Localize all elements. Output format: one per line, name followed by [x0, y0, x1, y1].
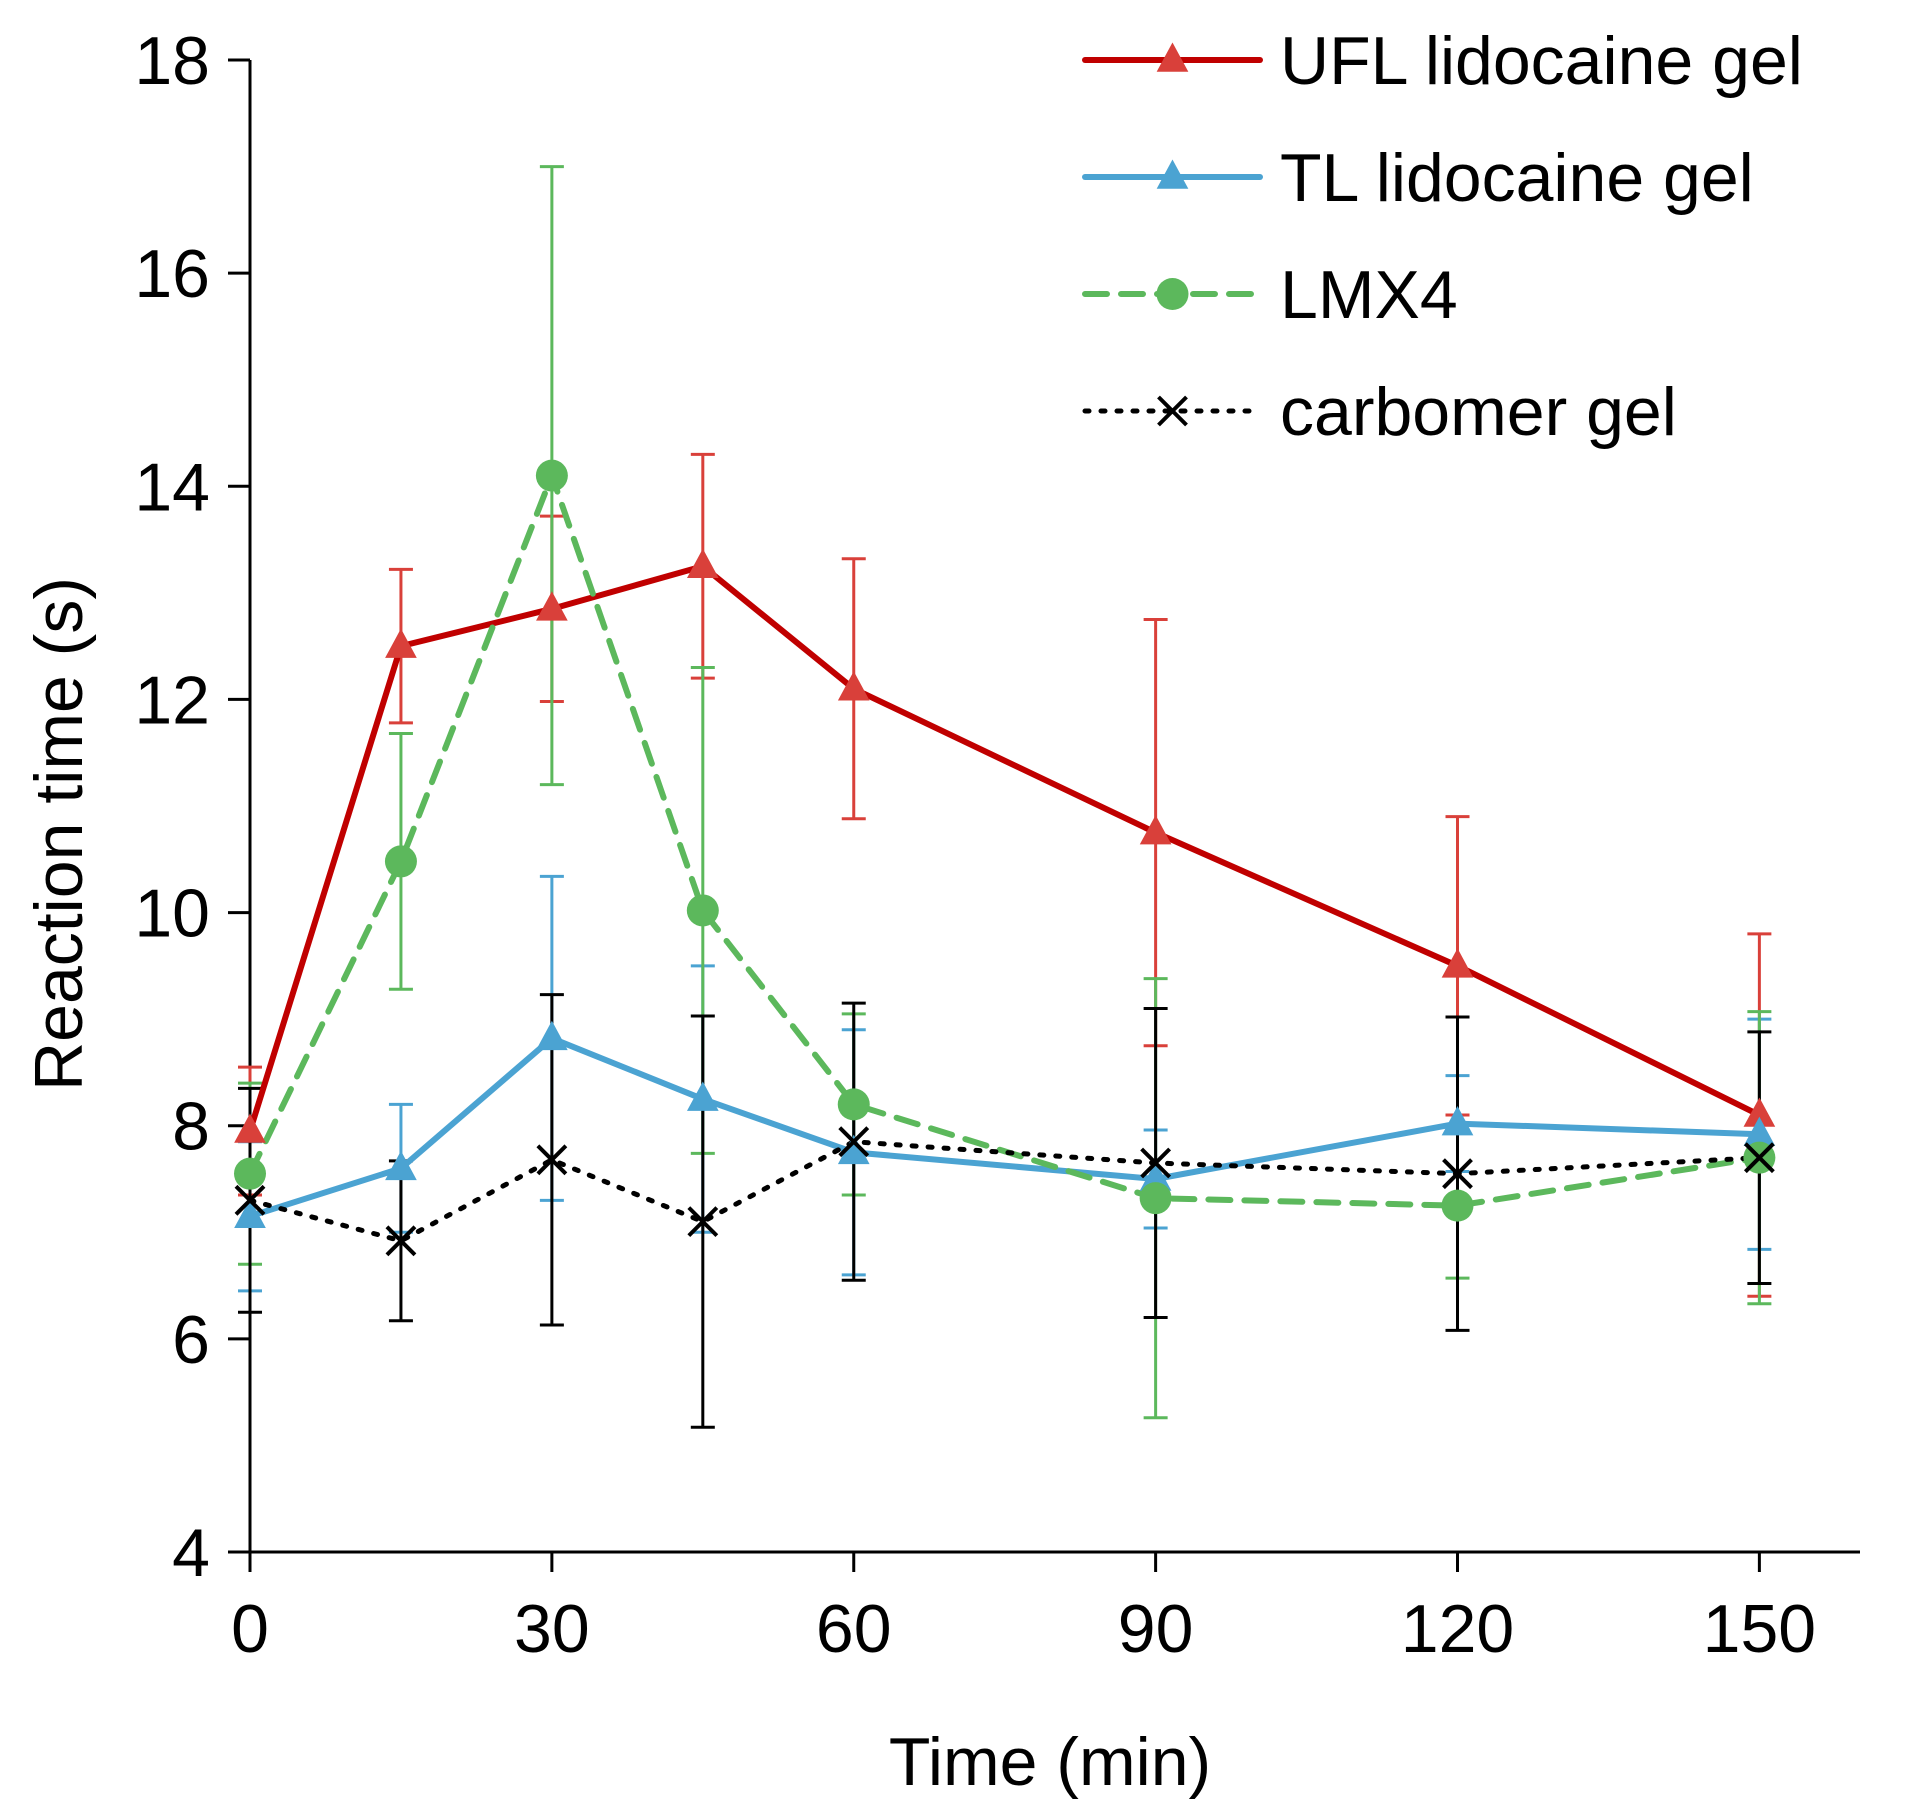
carbomer-gel-point	[385, 1225, 417, 1257]
carbomer-gel-line	[247, 1139, 1762, 1244]
carbomer-gel-point	[1442, 1158, 1473, 1190]
axes: 4 6 8 10 12 14 16 18 0 30 60 90 120 150	[134, 23, 1860, 1667]
legend-item-carbomer-gel: carbomer gel	[1082, 374, 1677, 450]
x-tick-label: 120	[1401, 1591, 1514, 1667]
legend-item-lmx4: LMX4	[1082, 257, 1458, 333]
ufl-lidocaine-gel-point	[1139, 815, 1172, 845]
y-tick-label: 4	[172, 1515, 210, 1591]
tl-lidocaine-gel-point	[1441, 1106, 1474, 1136]
carbomer-gel-point-stroke-b	[234, 1184, 266, 1216]
y-tick-label: 18	[134, 23, 210, 99]
ufl-lidocaine-gel-point	[536, 591, 568, 621]
ufl-lidocaine-gel-point	[1441, 948, 1474, 978]
lmx4-point	[384, 845, 417, 878]
lmx4-point	[535, 459, 568, 492]
carbomer-gel-point	[1140, 1147, 1172, 1179]
y-tick-label: 14	[134, 449, 210, 525]
lmx4-line	[247, 472, 1763, 1209]
legend-swatch-marker	[1157, 395, 1188, 427]
legend: UFL lidocaine gel TL lidocaine gel LMX4 car…	[1082, 23, 1803, 450]
tl-lidocaine-gel-point	[234, 1198, 266, 1229]
carbomer-gel-point	[234, 1184, 266, 1216]
carbomer-gel-point-stroke-b	[536, 1144, 568, 1176]
ufl-lidocaine-gel-point	[837, 671, 870, 701]
series-markers	[234, 459, 1776, 1257]
lmx4-point	[1441, 1189, 1474, 1222]
carbomer-gel-point-stroke-b	[838, 1126, 870, 1158]
lmx4-point	[837, 1088, 870, 1121]
y-tick-label: 8	[172, 1089, 210, 1165]
tl-lidocaine-gel-point	[686, 1081, 719, 1111]
lmx4-point	[234, 1157, 266, 1190]
carbomer-gel-point	[687, 1206, 719, 1238]
legend-swatch-marker-stroke-b	[1157, 395, 1188, 427]
y-tick-label: 6	[172, 1302, 210, 1378]
legend-swatch-marker	[1156, 159, 1189, 189]
tl-lidocaine-gel-point	[385, 1150, 417, 1181]
x-axis-title: Time (min)	[889, 1724, 1211, 1800]
legend-item-tl-lidocaine-gel: TL lidocaine gel	[1082, 140, 1754, 216]
lmx4-point	[686, 894, 719, 927]
carbomer-gel-point	[1743, 1142, 1775, 1174]
carbomer-gel-point-stroke-b	[687, 1206, 719, 1238]
carbomer-gel-point-stroke-b	[1743, 1142, 1775, 1174]
ufl-lidocaine-gel-point	[385, 628, 417, 658]
x-tick-label: 60	[816, 1591, 892, 1667]
y-axis-title: Reaction time (s)	[21, 577, 97, 1091]
legend-label: carbomer gel	[1280, 374, 1677, 450]
legend-label: TL lidocaine gel	[1280, 140, 1754, 216]
y-tick-label: 10	[134, 876, 210, 952]
legend-swatch-marker	[1156, 278, 1189, 310]
ufl-lidocaine-gel-line	[247, 563, 1763, 1135]
error-bars	[238, 165, 1772, 1429]
tl-lidocaine-gel-point	[536, 1020, 568, 1051]
carbomer-gel-point-stroke-b	[385, 1225, 417, 1257]
x-tick-label: 150	[1703, 1591, 1816, 1667]
tl-lidocaine-gel-line	[247, 1035, 1763, 1220]
y-tick-label: 12	[134, 662, 210, 738]
lmx4-point	[1139, 1182, 1172, 1215]
x-tick-label: 90	[1118, 1591, 1194, 1667]
legend-label: UFL lidocaine gel	[1280, 23, 1803, 99]
carbomer-gel-point	[838, 1126, 870, 1158]
legend-swatch-marker	[1156, 42, 1189, 72]
legend-item-ufl-lidocaine-gel: UFL lidocaine gel	[1082, 23, 1803, 99]
carbomer-gel-point	[536, 1144, 568, 1176]
legend-label: LMX4	[1280, 257, 1458, 333]
series-lines	[247, 472, 1763, 1244]
carbomer-gel-point-stroke-b	[1442, 1158, 1473, 1190]
x-tick-label: 0	[231, 1591, 269, 1667]
ufl-lidocaine-gel-point	[234, 1113, 266, 1143]
x-tick-label: 30	[514, 1591, 590, 1667]
ufl-lidocaine-gel-point	[686, 548, 719, 578]
carbomer-gel-point-stroke-b	[1140, 1147, 1172, 1179]
y-tick-label: 16	[134, 236, 210, 312]
